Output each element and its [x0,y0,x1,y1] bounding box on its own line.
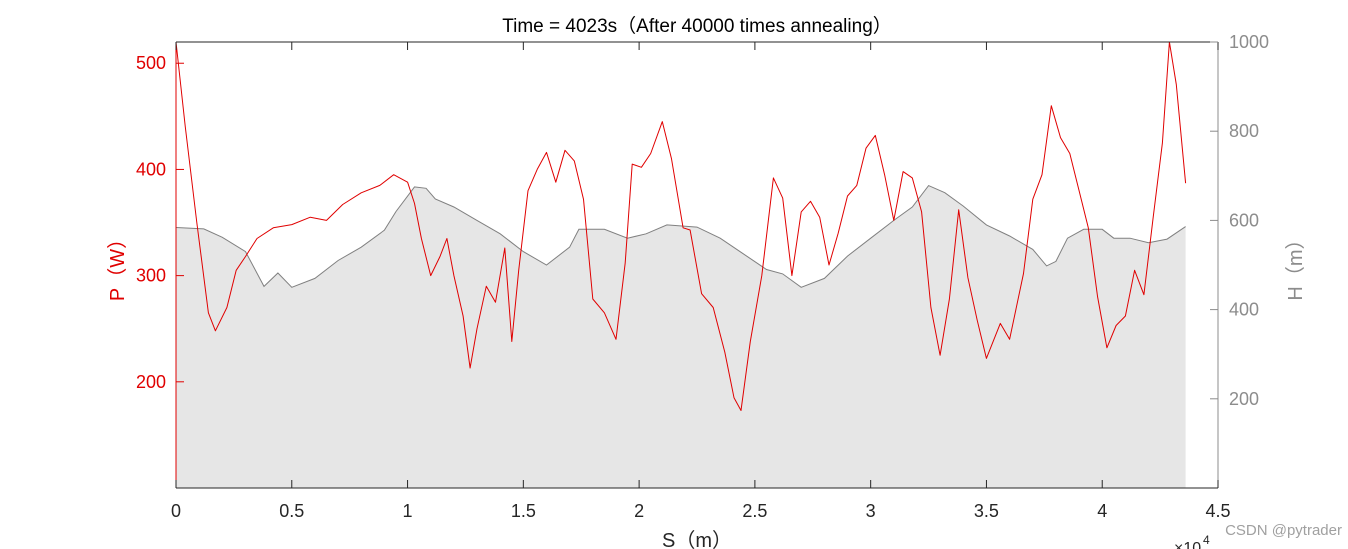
x-tick-label: 1.5 [511,501,536,521]
left-y-axis-label: P（W） [106,229,129,301]
elevation-line [175,184,1186,288]
right-y-tick-label: 1000 [1229,32,1269,52]
right-y-tick-label: 400 [1229,300,1259,320]
chart-title: Time = 4023s（After 40000 times annealing… [502,15,892,37]
power-line [175,41,1187,411]
x-exponent-label: ×10 [1174,540,1201,549]
x-tick-label: 4.5 [1205,501,1230,521]
x-tick-label: 1 [403,501,413,521]
x-tick-label: 0.5 [279,501,304,521]
x-tick-label: 2.5 [742,501,767,521]
csdn-watermark: CSDN @pytrader [1225,522,1342,539]
x-exponent-power: 4 [1203,533,1210,547]
left-y-tick-label: 400 [136,159,166,179]
x-axis-label: S（m） [662,529,732,549]
x-tick-label: 0 [171,501,181,521]
right-y-axis-label: H（m） [1284,229,1307,300]
x-tick-label: 3 [866,501,876,521]
left-y-tick-label: 500 [136,53,166,73]
x-tick-label: 4 [1097,501,1107,521]
x-tick-label: 2 [634,501,644,521]
left-y-tick-label: 200 [136,372,166,392]
elevation-area [176,185,1186,488]
right-y-tick-label: 800 [1229,121,1259,141]
right-y-tick-label: 200 [1229,389,1259,409]
x-tick-label: 3.5 [974,501,999,521]
left-y-tick-label: 300 [136,266,166,286]
right-y-tick-label: 600 [1229,210,1259,230]
